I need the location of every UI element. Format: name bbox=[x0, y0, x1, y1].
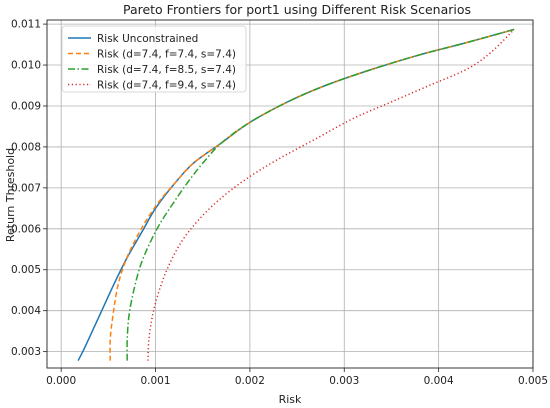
legend-label-2: Risk (d=7.4, f=7.4, s=7.4) bbox=[97, 48, 236, 60]
series-line-1 bbox=[77, 28, 515, 361]
legend-box bbox=[61, 25, 247, 93]
y-axis: 0.003 0.004 0.005 0.006 0.007 0.008 0.009 0.010… bbox=[11, 19, 47, 358]
x-tick-label: 0.003 bbox=[329, 375, 359, 387]
series-line-3 bbox=[126, 28, 515, 361]
x-axis-label: Risk bbox=[279, 393, 302, 406]
y-tick-label: 0.006 bbox=[11, 223, 41, 235]
legend-label-3: Risk (d=7.4, f=8.5, s=7.4) bbox=[97, 64, 236, 76]
y-tick-label: 0.010 bbox=[11, 60, 41, 72]
plot-frame bbox=[46, 19, 534, 369]
x-tick-label: 0.002 bbox=[235, 375, 265, 387]
chart-title: Pareto Frontiers for port1 using Differe… bbox=[123, 2, 471, 17]
y-tick-label: 0.004 bbox=[11, 305, 41, 317]
y-tick-label: 0.009 bbox=[11, 100, 41, 112]
x-tick-label: 0.001 bbox=[140, 375, 170, 387]
series-layer bbox=[77, 28, 515, 361]
x-axis: 0.000 0.001 0.002 0.003 0.004 0.005 bbox=[46, 368, 548, 387]
x-tick-label: 0.004 bbox=[424, 375, 454, 387]
legend-label-1: Risk Unconstrained bbox=[97, 33, 198, 45]
legend: Risk Unconstrained Risk (d=7.4, f=7.4, s=… bbox=[61, 25, 247, 93]
legend-label-4: Risk (d=7.4, f=9.4, s=7.4) bbox=[97, 79, 236, 91]
y-tick-label: 0.003 bbox=[11, 346, 41, 358]
x-tick-label: 0.000 bbox=[46, 375, 76, 387]
series-line-4 bbox=[147, 28, 515, 361]
y-tick-label: 0.011 bbox=[11, 19, 41, 31]
y-tick-label: 0.008 bbox=[11, 141, 41, 153]
series-line-2 bbox=[109, 28, 515, 361]
y-tick-label: 0.007 bbox=[11, 182, 41, 194]
y-tick-label: 0.005 bbox=[11, 264, 41, 276]
x-tick-label: 0.005 bbox=[518, 375, 548, 387]
y-axis-label: Return Threshold bbox=[4, 148, 17, 242]
